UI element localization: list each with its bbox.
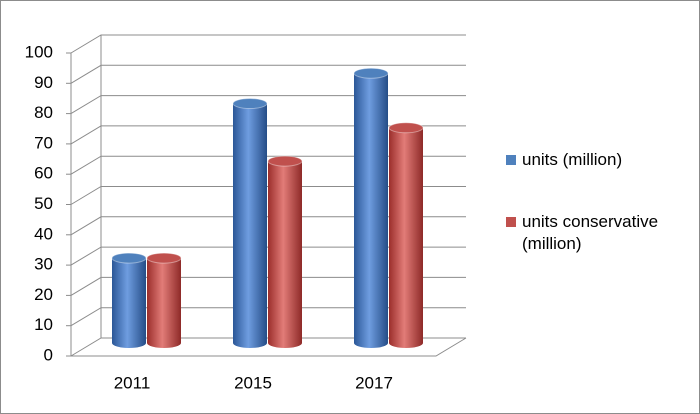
bar [111,252,147,348]
bar-part [267,155,303,167]
x-tick-label: 2015 [234,373,272,392]
y-tick-label: 90 [34,73,53,92]
grid-line [70,64,466,84]
bar-part [268,161,302,343]
grid-line [70,95,466,115]
legend-swatch [506,155,516,165]
y-tick-label: 100 [25,42,53,61]
y-tick-label: 30 [34,255,53,274]
y-tick-label: 20 [34,285,53,304]
legend-item: units (million) [506,149,676,171]
grid-line [70,125,466,145]
bar [232,98,268,348]
y-tick-label: 40 [34,224,53,243]
grid-line [70,186,466,205]
bar-part [389,127,423,343]
y-tick-label: 70 [34,133,53,152]
y-tick-label: 50 [34,194,53,213]
bar-part [232,98,268,110]
x-tick-label: 2011 [114,373,151,392]
grid-line [70,337,466,357]
legend-label: units (million) [522,150,623,169]
bar-part [147,258,181,343]
bar-part [354,73,388,344]
bar [353,67,389,348]
bar [267,155,303,348]
grid-line [70,216,466,236]
grid-line [70,246,466,266]
bar-part [146,252,182,264]
y-tick-label: 10 [34,315,53,334]
y-tick-label: 0 [44,345,53,364]
y-tick-label: 80 [34,103,53,122]
bar-part [233,103,267,343]
legend-item: units conservative (million) [506,211,676,255]
y-tick-label: 60 [34,164,53,183]
bar-part [388,122,424,134]
floor-edge [71,337,467,357]
bar [388,122,424,348]
legend-label: units conservative (million) [522,212,659,253]
grid-line [70,155,466,175]
bar-part [111,252,147,264]
grid-line [70,307,466,327]
grid-line [70,276,466,296]
grid-line [70,34,466,54]
bar [146,252,182,348]
bar-part [353,67,389,79]
legend-swatch [506,217,516,227]
bar-part [112,258,146,343]
x-tick-label: 2017 [355,373,393,392]
